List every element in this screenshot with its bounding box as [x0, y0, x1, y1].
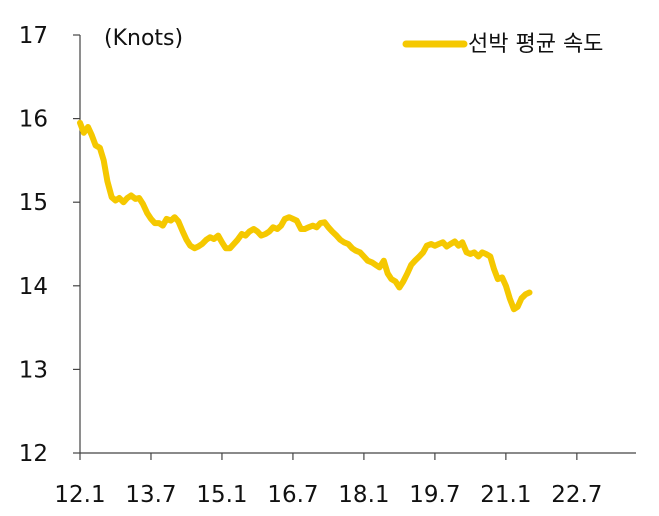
x-tick-label: 19.7	[409, 482, 460, 508]
x-tick-label: 21.1	[480, 482, 531, 508]
x-tick-label: 12.1	[54, 482, 105, 508]
x-tick-label: 22.7	[551, 482, 602, 508]
x-tick-label: 18.1	[338, 482, 389, 508]
x-tick-label: 13.7	[125, 482, 176, 508]
y-tick-label: 15	[19, 190, 48, 216]
x-tick-label: 15.1	[196, 482, 247, 508]
y-tick-label: 12	[19, 441, 48, 467]
x-ticks: 12.1 13.7 15.1 16.7 18.1 19.7 21.1 22.7	[54, 453, 602, 508]
x-axis: 12.1 13.7 15.1 16.7 18.1 19.7 21.1 22.7	[54, 452, 636, 508]
y-axis: 12 13 14 15 16 17	[19, 23, 81, 467]
y-tick-label: 16	[19, 107, 48, 133]
series-line-0	[77, 119, 533, 313]
series-layer	[77, 119, 533, 313]
y-ticks: 12 13 14 15 16 17	[19, 23, 80, 467]
y-tick-label: 13	[19, 357, 48, 383]
x-tick-label: 16.7	[267, 482, 318, 508]
legend: 선박 평균 속도	[402, 32, 603, 57]
y-tick-label: 17	[19, 23, 48, 49]
y-tick-label: 14	[19, 274, 48, 300]
y-axis-unit-label: (Knots)	[104, 26, 183, 51]
legend-label: 선박 평균 속도	[468, 32, 603, 57]
